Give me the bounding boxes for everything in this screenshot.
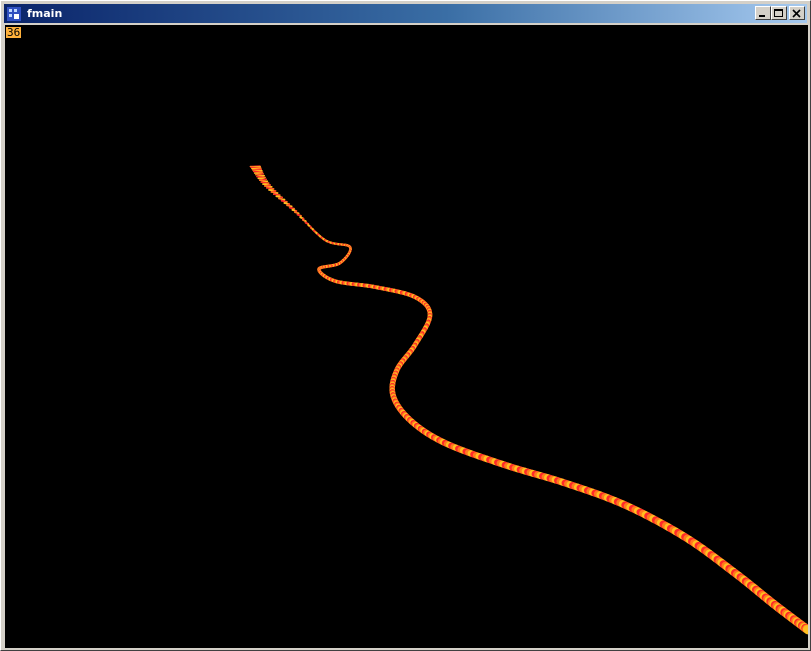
window-title: fmain [27, 7, 63, 20]
fps-counter: 36 [6, 26, 22, 39]
app-icon[interactable] [6, 6, 22, 22]
minimize-icon [759, 14, 765, 17]
maximize-icon [774, 8, 783, 17]
render-viewport[interactable]: 36 [5, 25, 808, 648]
title-bar[interactable]: fmain [4, 4, 807, 23]
curve-segment [802, 625, 808, 635]
spiral-curve-render [249, 165, 808, 635]
close-icon [792, 8, 801, 18]
maximize-button[interactable] [771, 6, 787, 20]
window-controls [755, 6, 805, 20]
minimize-button[interactable] [755, 6, 771, 20]
close-button[interactable] [789, 6, 805, 20]
helix-curve [249, 165, 808, 635]
